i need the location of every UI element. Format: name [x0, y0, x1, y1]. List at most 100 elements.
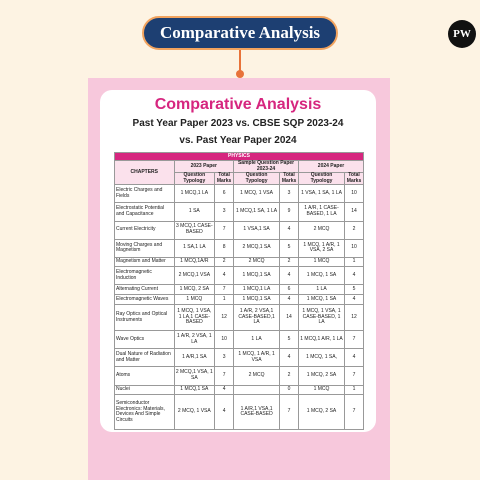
typology-cell: 1 A/R, 2 VSA, 1 LA — [173, 330, 216, 350]
table-row: Alternating Current 1 MCQ, 2 SA 7 1 MCQ,1 L… — [114, 284, 364, 296]
typology-cell: 1 MCQ,1 LA — [233, 284, 281, 296]
marks-cell: 4 — [279, 220, 300, 240]
chapter-cell: Magnetism and Matter — [114, 256, 175, 268]
marks-cell: 8 — [214, 238, 235, 258]
chapter-cell: Moving Charges and Magnetism — [114, 238, 175, 258]
marks-cell: 2 — [279, 366, 300, 386]
chapter-cell: Alternating Current — [114, 284, 175, 296]
marks-cell: 5 — [279, 238, 300, 258]
marks-cell: 7 — [214, 220, 235, 240]
typology-cell: 1 A/R,1 VSA,1 CASE-BASED — [233, 394, 281, 430]
marks-cell: 6 — [279, 284, 300, 296]
typology-cell: 1 MCQ, 1 SA — [298, 266, 346, 286]
typology-cell: 2 MCQ — [298, 220, 346, 240]
marks-cell: 4 — [344, 294, 364, 305]
marks-cell: 7 — [344, 330, 364, 350]
panel: Comparative Analysis Past Year Paper 202… — [100, 90, 376, 432]
chapter-cell: Electrostatic Potential and Capacitance — [114, 202, 175, 222]
marks-cell: 7 — [214, 284, 235, 296]
typology-cell: 1 MCQ,1 SA, 1 LA — [233, 202, 281, 222]
typology-cell: 1 LA — [298, 284, 346, 296]
chapter-cell: Electromagnetic Induction — [114, 266, 175, 286]
marks-cell: 10 — [214, 330, 235, 350]
table-row: Wave Optics 1 A/R, 2 VSA, 1 LA 10 1 LA 5 1 MC… — [114, 330, 364, 350]
table-row: Electromagnetic Waves 1 MCQ 1 1 MCQ,1 SA 4 1 … — [114, 294, 364, 305]
marks-cell: 4 — [214, 394, 235, 430]
comparison-table: PHYSICS CHAPTERS 2023 Paper Sample Quest… — [114, 152, 364, 430]
typology-cell: 1 MCQ, 1 SA — [298, 294, 346, 305]
table-row: Atoms 2 MCQ,1 VSA, 1 SA 7 2 MCQ 2 1 MCQ, 2 SA… — [114, 366, 364, 386]
chapter-cell: Electric Charges and Fields — [114, 184, 175, 204]
typology-cell: 2 MCQ, 1 VSA — [173, 394, 216, 430]
marks-cell: 12 — [214, 303, 235, 332]
chapter-cell: Electromagnetic Waves — [114, 294, 175, 305]
marks-cell: 9 — [279, 202, 300, 222]
table-body: Electric Charges and Fields 1 MCQ,1 LA 6 1 … — [114, 184, 364, 430]
sub-header: Question Typology — [173, 172, 216, 186]
card-title: Comparative Analysis — [154, 96, 322, 113]
sub-header: Total Marks — [279, 172, 300, 186]
marks-cell: 7 — [344, 394, 364, 430]
marks-cell: 7 — [279, 394, 300, 430]
typology-cell: 1 LA — [233, 330, 281, 350]
chapter-cell: Wave Optics — [114, 330, 175, 350]
marks-cell: 5 — [279, 330, 300, 350]
marks-cell: 2 — [279, 256, 300, 268]
typology-cell: 2 MCQ — [233, 366, 281, 386]
marks-cell: 12 — [344, 303, 364, 332]
marks-cell: 3 — [279, 184, 300, 204]
typology-cell: 1 MCQ,1A/R — [173, 256, 216, 268]
typology-cell: 1 MCQ — [298, 256, 346, 268]
table-row: Electric Charges and Fields 1 MCQ,1 LA 6 1 … — [114, 184, 364, 204]
table-row: Dual Nature of Radiation and Matter 1 A/R… — [114, 348, 364, 368]
marks-cell: 7 — [344, 366, 364, 386]
typology-cell: 1 A/R,1 SA — [173, 348, 216, 368]
marks-cell: 10 — [344, 238, 364, 258]
typology-cell: 2 MCQ,1 VSA, 1 SA — [173, 366, 216, 386]
chapter-cell: Current Electricity — [114, 220, 175, 240]
marks-cell: 14 — [344, 202, 364, 222]
marks-cell: 1 — [344, 256, 364, 268]
sub-header: Total Marks — [214, 172, 235, 186]
marks-cell: 4 — [344, 266, 364, 286]
typology-cell: 1 MCQ, 1 VSA, 1 CASE-BASED, 1 LA — [298, 303, 346, 332]
typology-cell: 1 SA — [173, 202, 216, 222]
group-header: Sample Question Paper 2023-24 — [233, 159, 300, 174]
table-row: Electromagnetic Induction 2 MCQ,1 VSA 4 1 M… — [114, 266, 364, 286]
header-pill: Comparative Analysis — [142, 16, 338, 50]
card-subtitle: Past Year Paper 2023 vs. CBSE SQP 2023-2… — [132, 118, 344, 129]
card-subtitle: vs. Past Year Paper 2024 — [179, 135, 297, 146]
table-row: Semiconductor Electronics: Materials, De… — [114, 394, 364, 430]
typology-cell: 1 MCQ, 1 A/R, 1 VSA, 2 SA — [298, 238, 346, 258]
marks-cell: 4 — [279, 266, 300, 286]
typology-cell: 1 A/R, 1 CASE-BASED, 1 LA — [298, 202, 346, 222]
marks-cell: 14 — [279, 303, 300, 332]
table-row: Ray Optics and Optical Instruments 1 MCQ,… — [114, 303, 364, 332]
sub-header: Question Typology — [233, 172, 281, 186]
group-header: 2023 Paper — [173, 159, 235, 174]
typology-cell: 1 VSA, 1 SA, 1 LA — [298, 184, 346, 204]
marks-cell: 2 — [344, 220, 364, 240]
table-row: Electrostatic Potential and Capacitance 1… — [114, 202, 364, 222]
chapters-header: CHAPTERS — [114, 159, 175, 186]
marks-cell: 1 — [344, 384, 364, 396]
marks-cell: 10 — [344, 184, 364, 204]
table-row: Current Electricity 3 MCQ,1 CASE-BASED 7 1 … — [114, 220, 364, 240]
typology-cell: 1 MCQ, 2 SA — [298, 366, 346, 386]
marks-cell: 4 — [214, 266, 235, 286]
table-row: Nuclei 1 MCQ,1 SA 4 0 1 MCQ 1 — [114, 384, 364, 396]
typology-cell: 2 MCQ,1 VSA — [173, 266, 216, 286]
table-row: Magnetism and Matter 1 MCQ,1A/R 2 2 MCQ 2 1 M… — [114, 256, 364, 268]
typology-cell: 1 A/R, 2 VSA,1 CASE-BASED,1 LA — [233, 303, 281, 332]
marks-cell: 4 — [279, 294, 300, 305]
connector-dot — [236, 70, 244, 78]
typology-cell: 1 MCQ — [173, 294, 216, 305]
marks-cell: 4 — [344, 348, 364, 368]
typology-cell: 1 MCQ,1 A/R, 1 LA — [298, 330, 346, 350]
marks-cell: 0 — [279, 384, 300, 396]
marks-cell: 1 — [214, 294, 235, 305]
typology-cell: 2 MCQ,1 SA — [233, 238, 281, 258]
table-row: Moving Charges and Magnetism 1 SA,1 LA 8 2 … — [114, 238, 364, 258]
typology-cell: 1 SA,1 LA — [173, 238, 216, 258]
